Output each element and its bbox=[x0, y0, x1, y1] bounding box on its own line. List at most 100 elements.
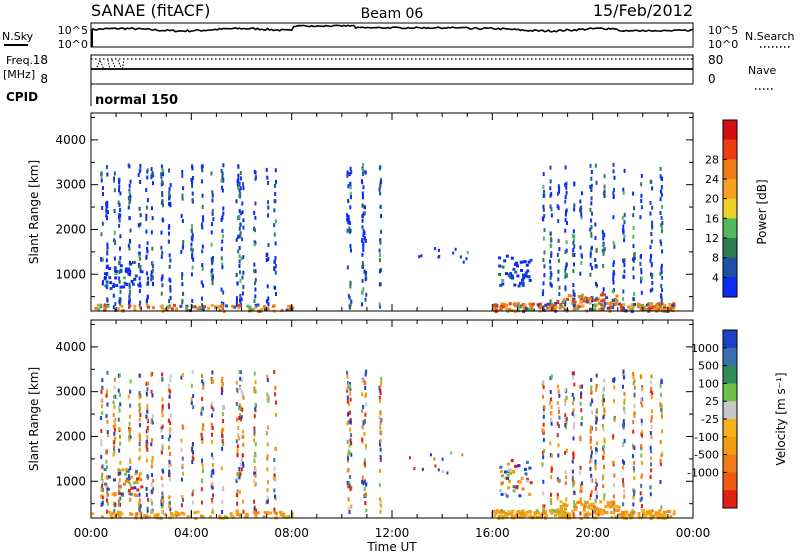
range-cell bbox=[114, 301, 117, 306]
range-cell bbox=[190, 400, 193, 405]
colorbar-tick-label: -25 bbox=[701, 413, 719, 426]
colorbar-segment bbox=[723, 419, 737, 438]
range-cell bbox=[105, 209, 108, 214]
range-cell bbox=[611, 289, 614, 294]
range-cell bbox=[581, 304, 585, 308]
range-cell bbox=[560, 305, 564, 309]
range-cell bbox=[649, 272, 652, 277]
range-cell bbox=[211, 208, 214, 213]
range-cell bbox=[101, 472, 104, 477]
range-cell bbox=[645, 510, 649, 514]
range-cell bbox=[106, 419, 109, 424]
range-cell bbox=[118, 184, 121, 189]
range-cell bbox=[594, 486, 597, 491]
range-cell bbox=[211, 211, 214, 216]
range-cell bbox=[190, 383, 193, 388]
range-cell bbox=[211, 190, 214, 195]
range-cell bbox=[161, 424, 164, 429]
range-cell bbox=[118, 515, 122, 519]
range-cell bbox=[192, 405, 195, 410]
range-cell bbox=[145, 298, 148, 303]
range-cell bbox=[191, 183, 194, 188]
range-cell bbox=[572, 514, 576, 518]
range-cell bbox=[235, 513, 239, 517]
range-cell bbox=[535, 515, 539, 519]
range-cell bbox=[350, 299, 353, 304]
range-cell bbox=[580, 212, 583, 217]
range-cell bbox=[498, 264, 502, 268]
range-cell bbox=[220, 168, 223, 173]
range-cell bbox=[364, 412, 367, 417]
x-tick-label: 12:00 bbox=[375, 526, 410, 540]
range-cell bbox=[632, 234, 635, 239]
range-cell bbox=[101, 464, 104, 469]
range-cell bbox=[105, 459, 108, 464]
colorbar-tick-label: -500 bbox=[694, 449, 719, 462]
range-cell bbox=[221, 433, 224, 438]
range-cell bbox=[253, 389, 256, 394]
range-cell bbox=[363, 431, 366, 436]
range-cell bbox=[185, 308, 189, 312]
range-cell bbox=[567, 294, 571, 298]
range-cell bbox=[113, 419, 116, 424]
range-cell bbox=[497, 272, 501, 276]
range-cell bbox=[599, 303, 603, 307]
range-cell bbox=[608, 505, 612, 509]
range-cell bbox=[498, 256, 502, 260]
range-cell bbox=[557, 443, 560, 448]
colorbar-tick-label: 24 bbox=[705, 173, 719, 186]
station-title: SANAE (fitACF) bbox=[91, 1, 210, 20]
range-cell bbox=[573, 422, 576, 427]
range-cell bbox=[181, 463, 184, 468]
range-cell bbox=[380, 179, 383, 184]
range-cell bbox=[541, 491, 544, 496]
range-cell bbox=[510, 308, 514, 312]
range-cell bbox=[615, 504, 619, 508]
range-cell bbox=[579, 470, 582, 475]
range-cell bbox=[103, 277, 107, 281]
range-cell bbox=[106, 203, 109, 208]
range-cell bbox=[119, 208, 122, 213]
range-cell bbox=[253, 268, 256, 273]
range-cell bbox=[557, 269, 560, 274]
range-cell bbox=[640, 504, 643, 509]
range-cell bbox=[104, 482, 108, 486]
range-cell bbox=[287, 515, 291, 519]
range-cell bbox=[192, 489, 195, 494]
range-cell bbox=[145, 391, 148, 396]
range-cell bbox=[549, 204, 552, 209]
range-cell bbox=[528, 466, 532, 470]
range-cell bbox=[160, 476, 163, 481]
range-cell bbox=[202, 215, 205, 220]
range-cell bbox=[100, 232, 103, 237]
range-cell bbox=[150, 438, 153, 443]
range-cell bbox=[624, 513, 628, 517]
range-cell bbox=[603, 408, 606, 413]
range-cell bbox=[589, 445, 592, 450]
range-cell bbox=[565, 190, 568, 195]
range-cell bbox=[580, 215, 583, 220]
range-cell bbox=[236, 489, 239, 494]
range-cell bbox=[590, 196, 593, 201]
range-cell bbox=[564, 481, 567, 486]
range-cell bbox=[454, 247, 457, 251]
range-cell bbox=[595, 384, 598, 389]
range-cell bbox=[564, 269, 567, 274]
range-cell bbox=[166, 305, 170, 309]
range-cell bbox=[349, 244, 352, 249]
range-cell bbox=[151, 281, 154, 286]
range-cell bbox=[660, 307, 664, 311]
range-cell bbox=[633, 392, 636, 397]
range-cell bbox=[168, 472, 171, 477]
range-cell bbox=[236, 281, 239, 286]
range-cell bbox=[182, 239, 185, 244]
range-cell bbox=[631, 511, 635, 515]
range-cell bbox=[117, 200, 120, 205]
range-cell bbox=[379, 282, 382, 287]
range-cell bbox=[112, 282, 115, 287]
range-cell bbox=[648, 511, 652, 515]
range-cell bbox=[221, 404, 224, 409]
range-cell bbox=[221, 185, 224, 190]
range-cell bbox=[361, 180, 364, 185]
range-cell bbox=[193, 511, 197, 515]
